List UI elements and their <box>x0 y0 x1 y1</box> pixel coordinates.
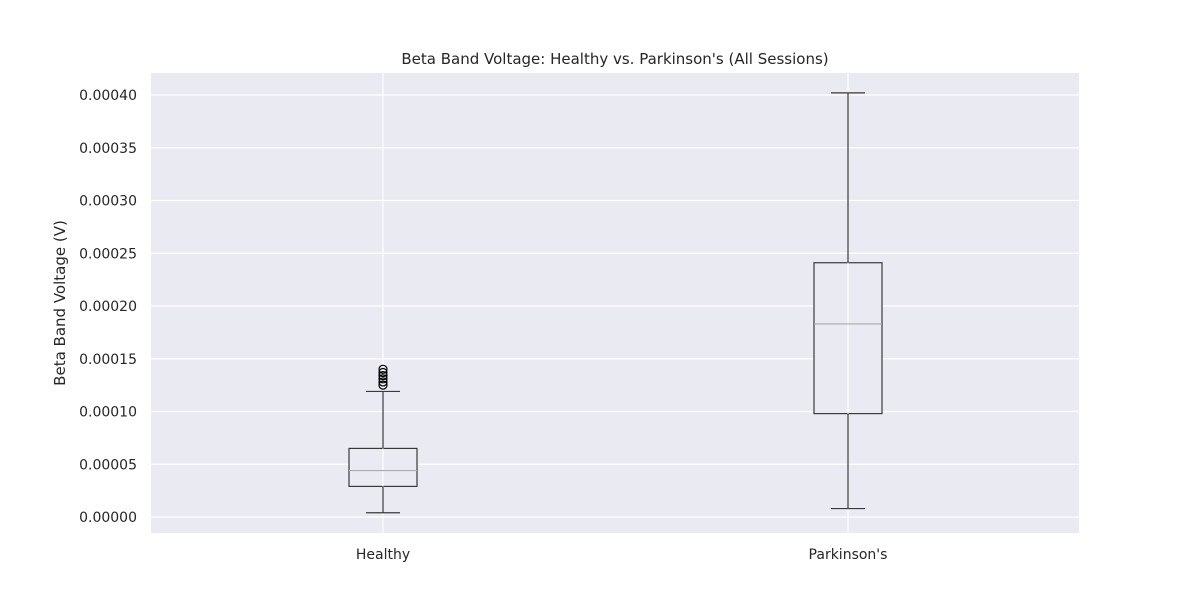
x-tick-label: Parkinson's <box>809 547 888 563</box>
x-tick-label: Healthy <box>356 547 410 563</box>
box-series <box>348 92 883 514</box>
y-axis-label: Beta Band Voltage (V) <box>51 220 69 386</box>
y-tick-label: 0.00010 <box>79 405 137 421</box>
y-tick-label: 0.00005 <box>79 457 137 473</box>
chart-title: Beta Band Voltage: Healthy vs. Parkinson… <box>401 50 828 68</box>
y-axis-ticks: 0.00000 0.00005 0.00010 0.00015 0.00020 0.000… <box>79 88 137 526</box>
outlier-point <box>378 377 388 387</box>
y-tick-label: 0.00020 <box>79 299 137 315</box>
y-tick-label: 0.00040 <box>79 88 137 104</box>
plot-area <box>151 73 1079 533</box>
y-tick-label: 0.00035 <box>79 141 137 157</box>
box-parkinsons <box>813 92 883 510</box>
outlier-point <box>378 364 388 374</box>
outlier-point <box>378 367 388 378</box>
y-tick-label: 0.00000 <box>79 510 137 526</box>
outlier-point <box>378 374 388 384</box>
y-tick-label: 0.00015 <box>79 352 137 368</box>
y-tick-label: 0.00030 <box>79 194 137 210</box>
box-healthy <box>348 364 418 514</box>
outlier-point <box>378 371 388 381</box>
outlier-point <box>378 380 388 390</box>
y-tick-label: 0.00025 <box>79 246 137 262</box>
x-axis-ticks: Healthy Parkinson's <box>356 547 888 563</box>
